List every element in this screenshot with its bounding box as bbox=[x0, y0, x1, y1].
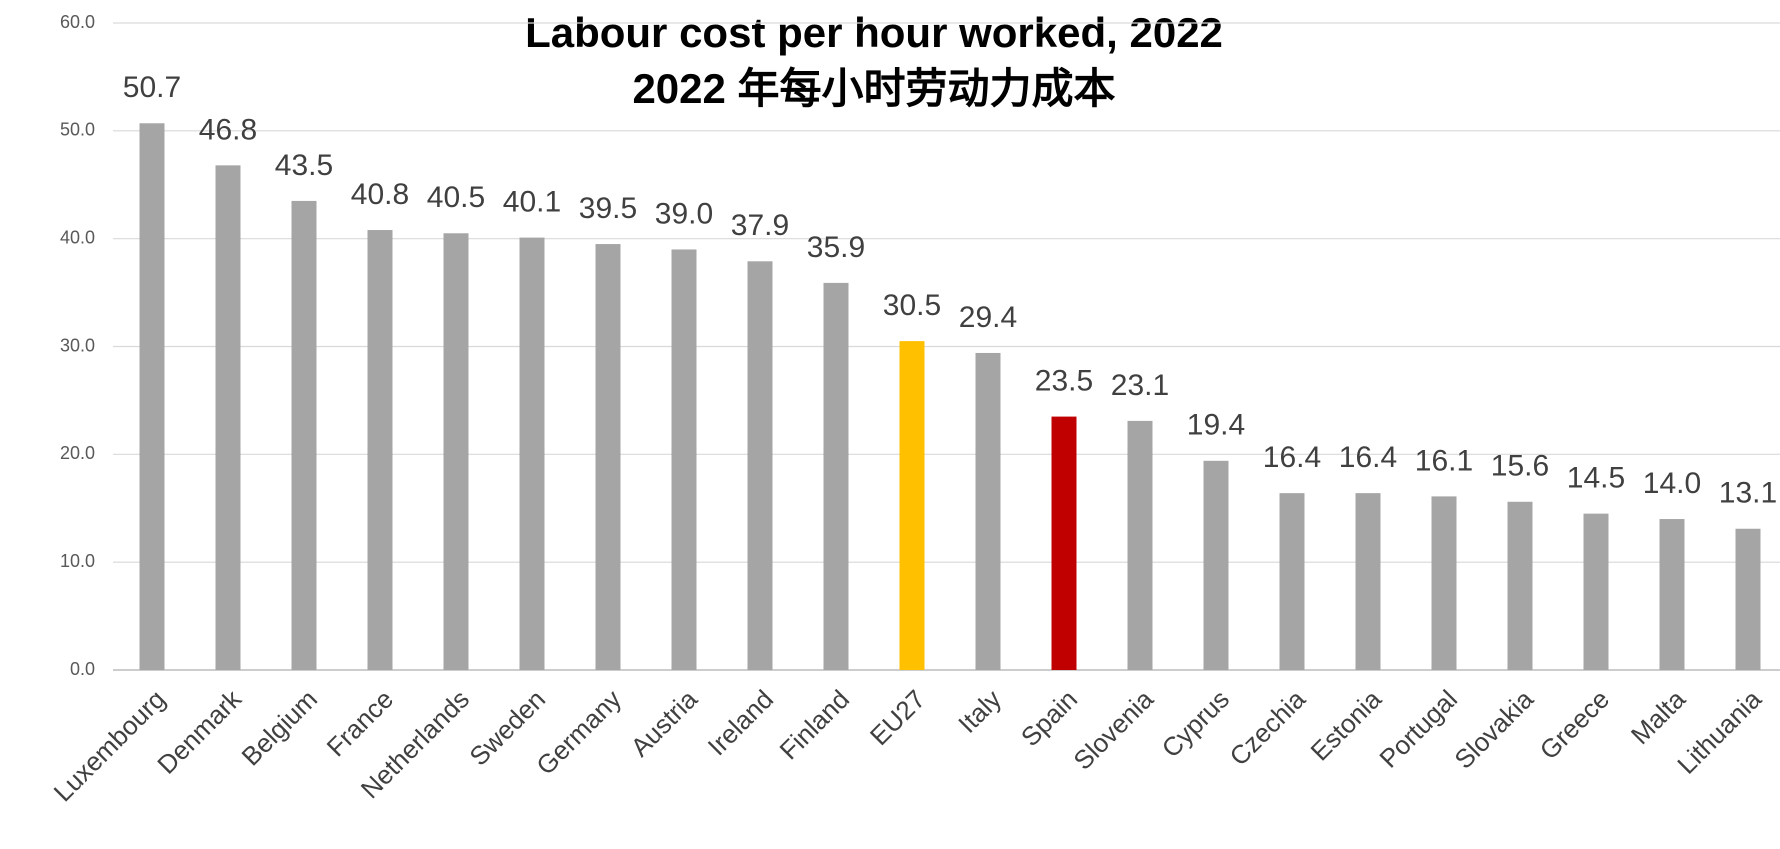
data-label: 43.5 bbox=[275, 149, 333, 182]
y-tick-label: 10.0 bbox=[60, 551, 95, 571]
bar bbox=[1431, 496, 1457, 670]
x-tick-label: Slovakia bbox=[1448, 684, 1539, 775]
x-tick-label: EU27 bbox=[864, 684, 931, 751]
x-tick-label: Ireland bbox=[702, 684, 779, 761]
data-label: 14.5 bbox=[1567, 462, 1625, 495]
x-tick-label: Italy bbox=[952, 684, 1007, 739]
bar bbox=[1279, 493, 1305, 670]
data-label: 39.0 bbox=[655, 197, 713, 230]
data-label: 16.4 bbox=[1339, 441, 1397, 474]
data-label: 50.7 bbox=[123, 71, 181, 104]
bar bbox=[1735, 528, 1761, 670]
chart-subtitle: 2022 年每小时劳动力成本 bbox=[632, 65, 1115, 112]
y-tick-label: 0.0 bbox=[70, 659, 95, 679]
bar bbox=[595, 244, 621, 670]
y-tick-label: 40.0 bbox=[60, 227, 95, 247]
data-label: 29.4 bbox=[959, 301, 1017, 334]
data-label: 40.5 bbox=[427, 181, 485, 214]
bar bbox=[1507, 501, 1533, 670]
x-tick-label: Austria bbox=[625, 684, 704, 763]
data-label: 14.0 bbox=[1643, 467, 1701, 500]
x-tick-label: Spain bbox=[1015, 684, 1083, 752]
bar bbox=[1355, 493, 1381, 670]
y-tick-label: 30.0 bbox=[60, 335, 95, 355]
bar bbox=[899, 341, 925, 670]
y-tick-label: 60.0 bbox=[60, 12, 95, 32]
x-tick-label: Germany bbox=[530, 684, 627, 781]
x-tick-label: Malta bbox=[1625, 684, 1692, 751]
y-tick-label: 20.0 bbox=[60, 443, 95, 463]
x-tick-label: Czechia bbox=[1223, 684, 1311, 772]
bar bbox=[747, 261, 773, 670]
y-tick-label: 50.0 bbox=[60, 120, 95, 140]
bar bbox=[1659, 519, 1685, 670]
bar bbox=[1127, 420, 1153, 670]
data-label: 37.9 bbox=[731, 209, 789, 242]
x-tick-label: Portugal bbox=[1373, 684, 1463, 774]
x-tick-label: Slovenia bbox=[1067, 684, 1159, 776]
bar bbox=[443, 233, 469, 670]
x-tick-label: Belgium bbox=[235, 684, 323, 772]
bar bbox=[823, 282, 849, 670]
data-label: 35.9 bbox=[807, 231, 865, 264]
bar bbox=[1051, 416, 1077, 670]
data-label: 40.8 bbox=[351, 178, 409, 211]
x-tick-label: Finland bbox=[774, 684, 856, 766]
x-tick-label: Lithuania bbox=[1671, 684, 1767, 780]
bar bbox=[367, 230, 393, 671]
data-label: 16.1 bbox=[1415, 444, 1473, 477]
data-label: 46.8 bbox=[199, 113, 257, 146]
bar bbox=[671, 249, 697, 670]
bar bbox=[139, 123, 165, 670]
data-label: 30.5 bbox=[883, 289, 941, 322]
data-label: 13.1 bbox=[1719, 477, 1777, 510]
x-tick-label: Denmark bbox=[151, 683, 248, 780]
bar bbox=[215, 165, 241, 670]
chart-title: Labour cost per hour worked, 2022 bbox=[525, 9, 1223, 56]
data-label: 19.4 bbox=[1187, 409, 1245, 442]
data-label: 23.5 bbox=[1035, 365, 1093, 398]
bar bbox=[291, 200, 317, 671]
bar bbox=[519, 237, 545, 671]
data-label: 16.4 bbox=[1263, 441, 1321, 474]
data-label: 15.6 bbox=[1491, 450, 1549, 483]
data-label: 40.1 bbox=[503, 186, 561, 219]
data-label: 39.5 bbox=[579, 192, 637, 225]
bar bbox=[1203, 460, 1229, 670]
bar bbox=[975, 352, 1001, 670]
x-tick-label: Greece bbox=[1534, 684, 1616, 766]
data-label: 23.1 bbox=[1111, 369, 1169, 402]
x-tick-label: Luxembourg bbox=[48, 684, 171, 807]
bar bbox=[1583, 513, 1609, 670]
